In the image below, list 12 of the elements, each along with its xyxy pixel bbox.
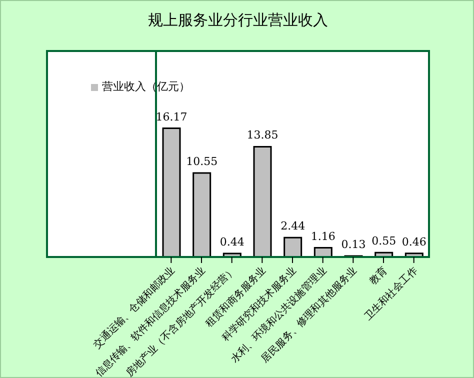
data-label: 0.46 <box>402 235 426 248</box>
chart-title: 规上服务业分行业营业收入 <box>147 11 329 30</box>
x-tick-label: 教育 <box>366 264 390 288</box>
data-label: 1.16 <box>310 230 336 243</box>
data-label: 0.55 <box>372 234 396 248</box>
data-label: 0.13 <box>341 238 366 251</box>
data-label: 10.55 <box>186 155 218 168</box>
legend-label: 营业收入（亿元） <box>102 80 190 93</box>
data-label: 2.44 <box>280 220 306 233</box>
data-label: 0.44 <box>220 235 244 248</box>
data-label: 16.17 <box>156 110 188 124</box>
data-label: 13.85 <box>246 128 278 142</box>
